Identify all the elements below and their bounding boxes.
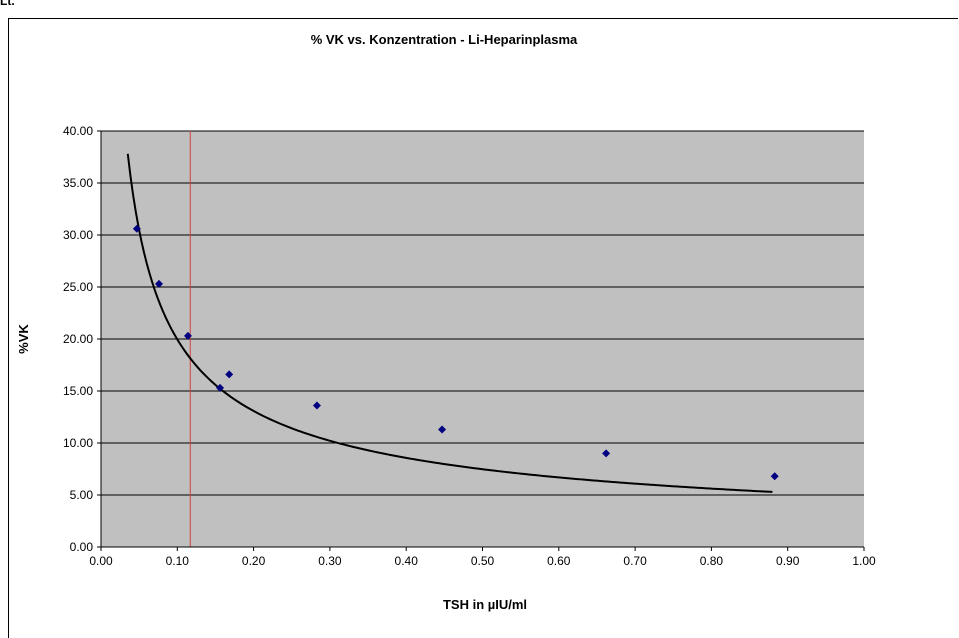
data-point [438,425,447,434]
data-point [602,449,611,458]
y-ticks: 0.00 5.00 10.00 15.00 20.00 25.00 30.00 35.00 40… [63,124,101,554]
y-tick-label: 0.00 [70,540,94,554]
x-tick-label: 0.20 [242,554,266,568]
data-point [312,401,321,410]
corner-label: Lt. [0,0,15,8]
y-tick-label: 10.00 [63,436,93,450]
chart: % VK vs. Konzentration - Li-Heparinplasm… [16,32,876,612]
y-tick-label: 5.00 [70,488,94,502]
x-ticks: 0.00 0.10 0.20 0.30 0.40 0.50 0.60 0.70 0.80 0.90… [89,547,876,568]
fit-curve [126,153,773,493]
x-tick-label: 0.90 [776,554,800,568]
y-tick-label: 20.00 [63,332,93,346]
y-tick-label: 40.00 [63,124,93,138]
data-points [132,224,779,481]
chart-frame [8,18,958,638]
x-tick-label: 0.70 [623,554,647,568]
x-tick-label: 0.40 [395,554,419,568]
gridlines [101,130,864,496]
x-tick-label: 1.00 [852,554,876,568]
data-point [225,370,234,379]
data-point [183,331,192,340]
x-tick-label: 0.80 [700,554,724,568]
x-tick-label: 0.30 [318,554,342,568]
x-tick-label: 0.50 [471,554,495,568]
y-tick-label: 30.00 [63,228,93,242]
x-axis-title: TSH in µIU/ml [443,597,527,612]
data-point [770,472,779,481]
y-tick-label: 25.00 [63,280,93,294]
y-tick-label: 35.00 [63,176,93,190]
y-tick-label: 15.00 [63,384,93,398]
y-axis-title: %VK [16,324,31,354]
data-point [154,279,163,288]
x-tick-label: 0.00 [89,554,113,568]
x-tick-label: 0.10 [166,554,190,568]
data-point [216,383,225,392]
chart-title: % VK vs. Konzentration - Li-Heparinplasm… [311,32,578,47]
x-tick-label: 0.60 [547,554,571,568]
data-point [132,224,141,233]
